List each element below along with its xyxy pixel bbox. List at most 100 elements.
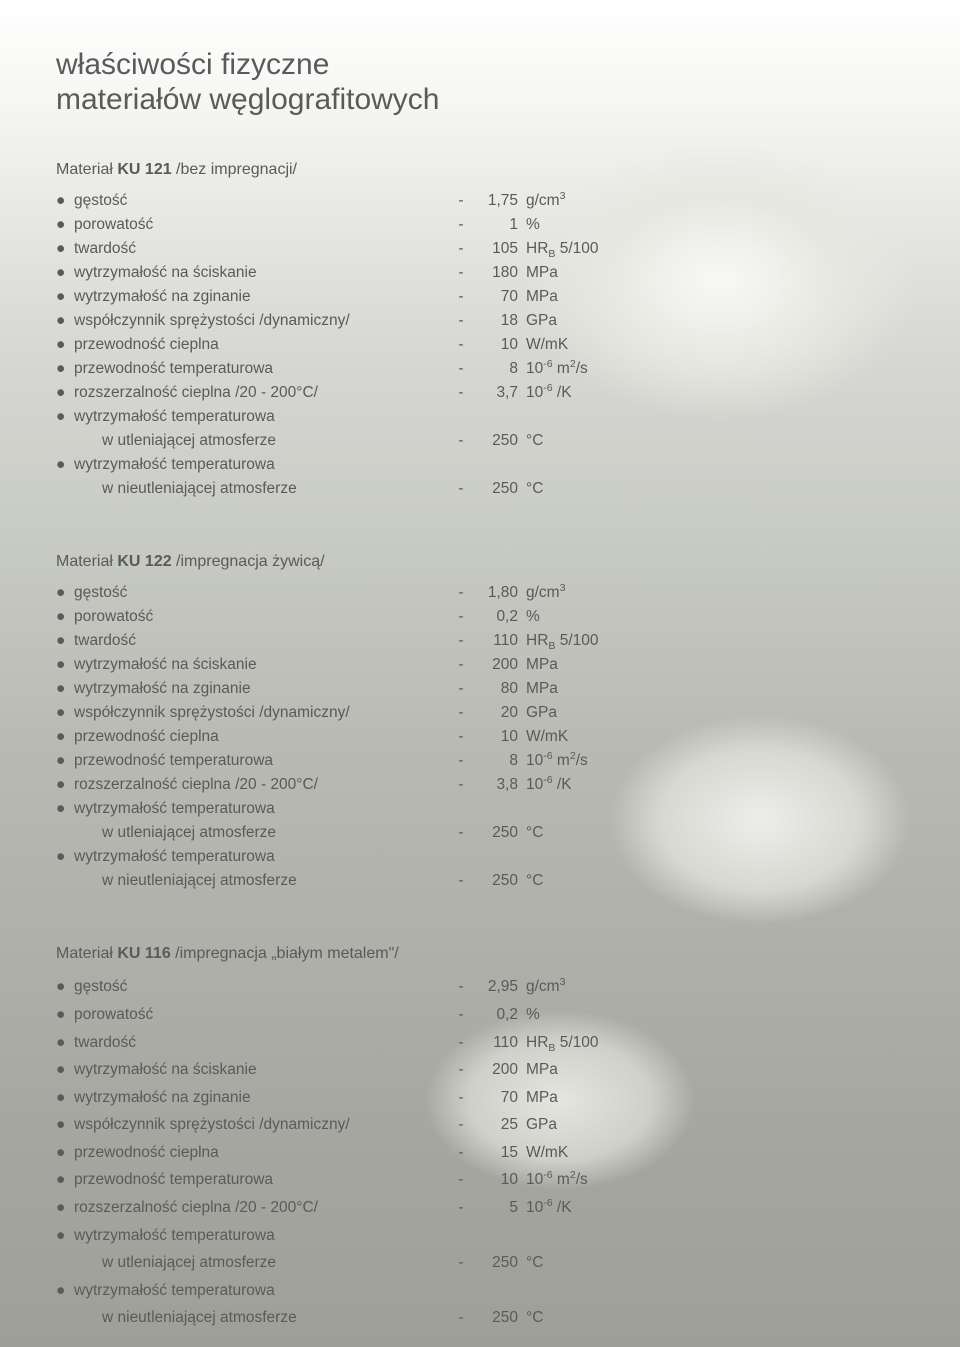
property-unit: 10-6 /K — [518, 1194, 616, 1222]
property-unit: °C — [518, 477, 616, 501]
dash-separator: - — [450, 653, 472, 677]
property-value: 180 — [472, 261, 518, 285]
property-row: w nieutleniającej atmosferze-250°C — [56, 477, 616, 501]
bullet-icon: ● — [56, 237, 74, 261]
bullet-icon: ● — [56, 1029, 74, 1057]
property-row: ●rozszerzalność cieplna /20 - 200°C/-3,7… — [56, 381, 616, 405]
material-section: Materiał KU 121 /bez impregnacji/●gęstoś… — [56, 161, 616, 501]
bullet-icon: ● — [56, 1056, 74, 1084]
property-unit: % — [518, 605, 616, 629]
property-unit: MPa — [518, 1056, 616, 1084]
property-unit: GPa — [518, 309, 616, 333]
property-label: w utleniającej atmosferze — [74, 821, 450, 845]
property-row: ●porowatość-0,2% — [56, 605, 616, 629]
property-row: ●wytrzymałość temperaturowa — [56, 1277, 616, 1305]
property-row: ●wytrzymałość na ściskanie-200MPa — [56, 1056, 616, 1084]
property-label: gęstość — [74, 189, 450, 213]
property-label: współczynnik sprężystości /dynamiczny/ — [74, 309, 450, 333]
bullet-icon: ● — [56, 677, 74, 701]
property-label: rozszerzalność cieplna /20 - 200°C/ — [74, 773, 450, 797]
property-label: przewodność cieplna — [74, 1139, 450, 1167]
property-label: wytrzymałość na zginanie — [74, 677, 450, 701]
property-unit: MPa — [518, 285, 616, 309]
title-line1: właściwości fizyczne — [56, 48, 329, 81]
dash-separator: - — [450, 1304, 472, 1332]
bullet-icon: ● — [56, 309, 74, 333]
property-unit: 10-6 m2/s — [518, 749, 616, 773]
property-row: ●twardość-110HRB 5/100 — [56, 629, 616, 653]
property-unit: HRB 5/100 — [518, 1029, 616, 1057]
property-value: 250 — [472, 869, 518, 893]
bullet-icon: ● — [56, 357, 74, 381]
bullet-icon: ● — [56, 973, 74, 1001]
property-row: ●przewodność cieplna-10W/mK — [56, 333, 616, 357]
property-value: 250 — [472, 1249, 518, 1277]
heading-pre: Materiał — [56, 553, 117, 570]
property-label: wytrzymałość temperaturowa — [74, 1277, 616, 1305]
property-row: ●wytrzymałość na ściskanie-200MPa — [56, 653, 616, 677]
title-line2: materiałów węglografitowych — [56, 83, 440, 116]
bullet-icon: ● — [56, 749, 74, 773]
material-heading: Materiał KU 121 /bez impregnacji/ — [56, 161, 616, 179]
property-unit: °C — [518, 1304, 616, 1332]
property-value: 18 — [472, 309, 518, 333]
property-value: 8 — [472, 749, 518, 773]
property-label: rozszerzalność cieplna /20 - 200°C/ — [74, 1194, 450, 1222]
property-label: w utleniającej atmosferze — [74, 429, 450, 453]
property-label: twardość — [74, 237, 450, 261]
property-unit: HRB 5/100 — [518, 237, 616, 261]
property-unit: 10-6 /K — [518, 773, 616, 797]
property-value: 0,2 — [472, 1001, 518, 1029]
bullet-icon: ● — [56, 581, 74, 605]
property-unit: MPa — [518, 1084, 616, 1112]
property-value: 105 — [472, 237, 518, 261]
property-unit: MPa — [518, 653, 616, 677]
dash-separator: - — [450, 333, 472, 357]
bullet-icon: ● — [56, 1084, 74, 1112]
property-value: 1,80 — [472, 581, 518, 605]
bullet-icon: ● — [56, 1111, 74, 1139]
property-unit: 10-6 m2/s — [518, 357, 616, 381]
dash-separator: - — [450, 429, 472, 453]
property-label: wytrzymałość temperaturowa — [74, 405, 616, 429]
property-unit: MPa — [518, 677, 616, 701]
heading-post: /impregnacja żywicą/ — [172, 553, 325, 570]
property-row: ●wytrzymałość temperaturowa — [56, 405, 616, 429]
dash-separator: - — [450, 1166, 472, 1194]
property-label: rozszerzalność cieplna /20 - 200°C/ — [74, 381, 450, 405]
property-label: wytrzymałość na ściskanie — [74, 653, 450, 677]
property-unit: g/cm3 — [518, 973, 616, 1001]
bullet-icon: ● — [56, 1166, 74, 1194]
property-unit: 10-6 m2/s — [518, 1166, 616, 1194]
bullet-icon: ● — [56, 1139, 74, 1167]
bullet-icon: ● — [56, 213, 74, 237]
property-row: ●wytrzymałość na zginanie-70MPa — [56, 285, 616, 309]
bullet-icon: ● — [56, 1222, 74, 1250]
dash-separator: - — [450, 1139, 472, 1167]
property-label: w nieutleniającej atmosferze — [74, 869, 450, 893]
dash-separator: - — [450, 701, 472, 725]
property-row: ●rozszerzalność cieplna /20 - 200°C/-3,8… — [56, 773, 616, 797]
property-label: wytrzymałość na ściskanie — [74, 261, 450, 285]
bullet-icon: ● — [56, 285, 74, 309]
dash-separator: - — [450, 1249, 472, 1277]
property-row: ●przewodność temperaturowa-810-6 m2/s — [56, 749, 616, 773]
property-label: w utleniającej atmosferze — [74, 1249, 450, 1277]
material-section: Materiał KU 122 /impregnacja żywicą/●gęs… — [56, 553, 616, 893]
bullet-icon: ● — [56, 629, 74, 653]
property-label: przewodność cieplna — [74, 333, 450, 357]
dash-separator: - — [450, 1084, 472, 1112]
dash-separator: - — [450, 773, 472, 797]
property-value: 250 — [472, 429, 518, 453]
property-label: w nieutleniającej atmosferze — [74, 477, 450, 501]
dash-separator: - — [450, 309, 472, 333]
bullet-icon: ● — [56, 1194, 74, 1222]
dash-separator: - — [450, 973, 472, 1001]
property-row: ●gęstość-1,75g/cm3 — [56, 189, 616, 213]
property-row: ●przewodność temperaturowa-810-6 m2/s — [56, 357, 616, 381]
property-label: wytrzymałość na zginanie — [74, 1084, 450, 1112]
bullet-icon: ● — [56, 725, 74, 749]
property-row: ●twardość-110HRB 5/100 — [56, 1029, 616, 1057]
property-row: ●przewodność cieplna-15W/mK — [56, 1139, 616, 1167]
property-value: 8 — [472, 357, 518, 381]
